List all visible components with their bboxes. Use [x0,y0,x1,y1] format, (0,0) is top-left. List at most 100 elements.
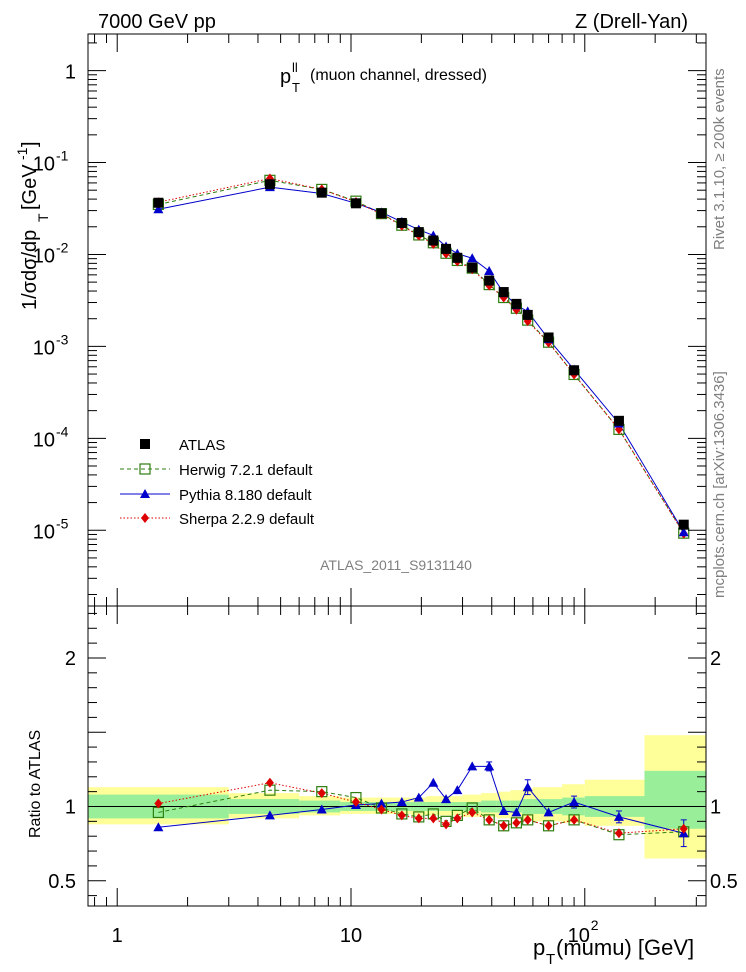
sherpa-legend-marker [141,513,149,523]
pythia-ratio-point [452,785,463,795]
y-tick-label: 10 [33,154,55,176]
observable-title: p ll T (muon channel, dressed) [280,60,487,95]
svg-text:p: p [533,935,545,960]
sherpa-ratio-point [570,814,579,825]
pythia-ratio-point [413,792,424,802]
y-tick-label-sup: -3 [56,331,69,347]
rivet-label: Rivet 3.1.10, ≥ 200k events [711,68,728,250]
atlas-main-point [522,309,533,320]
atlas-main-point [413,227,424,238]
sherpa-ratio-point [351,797,360,808]
sherpa-legend-label: Sherpa 2.2.9 default [179,511,315,528]
herwig-legend-marker [139,463,151,475]
sherpa-ratio-point [414,813,423,824]
sherpa-ratio-point [265,777,274,788]
y-tick-label: 1 [65,62,76,84]
sherpa-ratio-point [544,820,553,831]
atlas-main-point [428,235,439,246]
sherpa-ratio-point [317,788,326,799]
pythia-legend-label: Pythia 8.180 default [179,487,312,504]
sherpa-ratio-point [453,813,462,824]
svg-text:T: T [546,951,555,968]
x-axis-label: p T (mumu) [GeV] [533,935,694,968]
pythia-ratio-point [569,797,580,807]
pythia-ratio-point [441,794,452,804]
ratio-y-tick-label: 0.5 [48,871,76,893]
sherpa-ratio-point [429,813,438,824]
pythia-legend-marker [140,489,150,498]
svg-text:1/σdσ/dp: 1/σdσ/dp [19,230,41,310]
observable-main: p [280,66,291,88]
ratio-y-tick-label-right: 0.5 [710,871,738,893]
y-tick-label-sup: -4 [56,423,69,439]
sherpa-ratio-point [499,820,508,831]
atlas-main-point [350,198,361,209]
sherpa-ratio-point [485,814,494,825]
sherpa-ratio-point [523,814,532,825]
svg-text:[GeV: [GeV [19,164,41,210]
atlas-main-point [569,365,580,376]
pythia-ratio-point [613,811,624,821]
ratio-y-tick-label-right: 1 [710,796,721,818]
svg-text:T: T [35,213,51,222]
x-tick-label: 10 [568,925,590,947]
y-tick-label: 10 [33,337,55,359]
atlas-main-point [467,262,478,273]
energy-label: 7000 GeV pp [98,11,216,33]
atlas-main-point [498,287,509,298]
legend: ATLAS Herwig 7.2.1 default Pythia 8.180 de… [120,437,315,528]
main-ylabel: 1/σdσ/dp T [GeV -1 ] [14,141,51,310]
pythia-ratio-point [522,782,533,792]
sherpa-ratio-point [377,804,386,815]
process-label: Z (Drell-Yan) [575,11,688,33]
ratio-frame [87,605,707,907]
svg-text:-1: -1 [14,147,30,160]
atlas-legend-marker [140,439,150,449]
atlas-main-point [396,217,407,228]
pythia-ratio-point [316,804,327,814]
pythia-ratio-point [376,798,387,808]
pythia-ratio-point [467,761,478,771]
y-tick-label: 10 [33,429,55,451]
atlas-main-point [153,197,164,208]
x-tick-label: 1 [112,925,123,947]
site-label: mcplots.cern.ch [arXiv:1306.3436] [711,371,728,598]
ratio-y-tick-label: 2 [65,648,76,670]
ratio-y-tick-label-right: 2 [710,648,721,670]
sherpa-ratio-point [154,798,163,809]
pythia-ratio-point [498,805,509,815]
atlas-main-point [441,243,452,254]
y-tick-label: 10 [33,245,55,267]
pythia-ratio-point [511,807,522,817]
observable-sub: T [292,80,300,95]
herwig-legend-label: Herwig 7.2.1 default [179,462,313,479]
pythia-ratio-point [428,777,439,787]
atlas-main-point [484,275,495,286]
y-tick-label-sup: -1 [56,148,69,164]
sherpa-ratio-point [679,823,688,834]
atlas-main-point [452,252,463,263]
pythia-main-line [158,186,685,533]
pythia-main-point [153,204,164,214]
atlas-main-point [316,187,327,198]
atlas-main-point [543,332,554,343]
atlas-main-point [511,298,522,309]
pythia-main-point [467,253,478,263]
pythia-ratio-point [153,822,164,832]
sherpa-ratio-point [512,817,521,828]
observable-sup: ll [292,60,298,75]
pythia-main-point [678,527,689,537]
sherpa-ratio-point [397,810,406,821]
x-tick-label-sup: 2 [591,917,599,933]
pythia-ratio-point [543,807,554,817]
atlas-main-point [264,179,275,190]
y-tick-label-sup: -2 [56,239,69,255]
svg-text:(mumu) [GeV]: (mumu) [GeV] [556,935,694,960]
y-tick-label-sup: -5 [56,515,69,531]
y-tick-label: 10 [33,521,55,543]
pythia-main-point [484,266,495,276]
analysis-id: ATLAS_2011_S9131140 [320,557,472,573]
observable-rest: (muon channel, dressed) [310,67,487,84]
ratio-y-tick-label: 1 [65,796,76,818]
